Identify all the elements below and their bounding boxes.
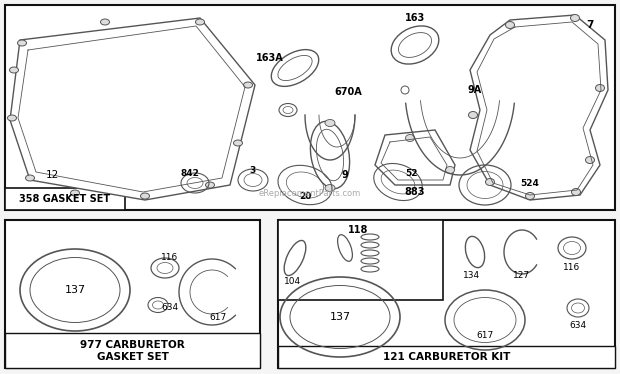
Text: 617: 617: [210, 313, 227, 322]
Ellipse shape: [325, 120, 335, 126]
Ellipse shape: [526, 193, 534, 199]
Ellipse shape: [570, 15, 580, 21]
Ellipse shape: [100, 19, 110, 25]
Ellipse shape: [469, 111, 477, 119]
Text: 977 CARBURETOR
GASKET SET: 977 CARBURETOR GASKET SET: [80, 340, 185, 362]
Bar: [5, 188, 125, 210]
Ellipse shape: [17, 40, 27, 46]
Bar: [278, 220, 615, 368]
Text: 116: 116: [161, 254, 179, 263]
Ellipse shape: [9, 67, 19, 73]
Text: 3: 3: [249, 166, 255, 175]
Text: 52: 52: [405, 169, 419, 178]
Ellipse shape: [244, 82, 252, 88]
Text: 134: 134: [463, 270, 480, 279]
Ellipse shape: [485, 178, 495, 186]
Polygon shape: [375, 130, 455, 185]
Ellipse shape: [7, 115, 17, 121]
Text: 634: 634: [569, 321, 587, 329]
Text: 137: 137: [64, 285, 86, 295]
Ellipse shape: [405, 135, 415, 141]
Text: 358 GASKET SET: 358 GASKET SET: [19, 194, 110, 204]
Text: 121 CARBURETOR KIT: 121 CARBURETOR KIT: [383, 352, 510, 362]
Text: 883: 883: [405, 187, 425, 197]
Text: 137: 137: [329, 312, 350, 322]
Ellipse shape: [25, 175, 35, 181]
Ellipse shape: [205, 182, 215, 188]
Text: 9: 9: [342, 170, 348, 180]
Text: 842: 842: [180, 169, 200, 178]
Ellipse shape: [505, 21, 515, 28]
Polygon shape: [470, 15, 608, 200]
Text: 524: 524: [521, 178, 539, 187]
Text: 7: 7: [587, 20, 594, 30]
Ellipse shape: [585, 156, 595, 163]
Bar: [278, 220, 443, 300]
Text: 163A: 163A: [256, 53, 284, 63]
Ellipse shape: [446, 166, 454, 174]
Text: 127: 127: [513, 272, 531, 280]
Text: 104: 104: [285, 278, 301, 286]
Bar: [5, 333, 260, 368]
Bar: [5, 220, 260, 368]
Ellipse shape: [234, 140, 242, 146]
Text: 634: 634: [161, 303, 179, 312]
Ellipse shape: [195, 19, 205, 25]
Polygon shape: [10, 18, 255, 200]
Text: 20: 20: [299, 191, 311, 200]
Ellipse shape: [572, 188, 580, 196]
Text: 118: 118: [348, 225, 368, 235]
Text: 617: 617: [476, 331, 494, 340]
Text: eReplacementParts.com: eReplacementParts.com: [259, 188, 361, 197]
Bar: [5, 5, 615, 210]
Text: 116: 116: [564, 263, 580, 272]
Ellipse shape: [595, 85, 604, 92]
Text: 670A: 670A: [334, 87, 362, 97]
Bar: [278, 346, 615, 368]
Ellipse shape: [325, 184, 335, 191]
Text: 9A: 9A: [468, 85, 482, 95]
Text: 12: 12: [45, 170, 59, 180]
Text: 163: 163: [405, 13, 425, 23]
Ellipse shape: [71, 190, 79, 196]
Ellipse shape: [141, 193, 149, 199]
